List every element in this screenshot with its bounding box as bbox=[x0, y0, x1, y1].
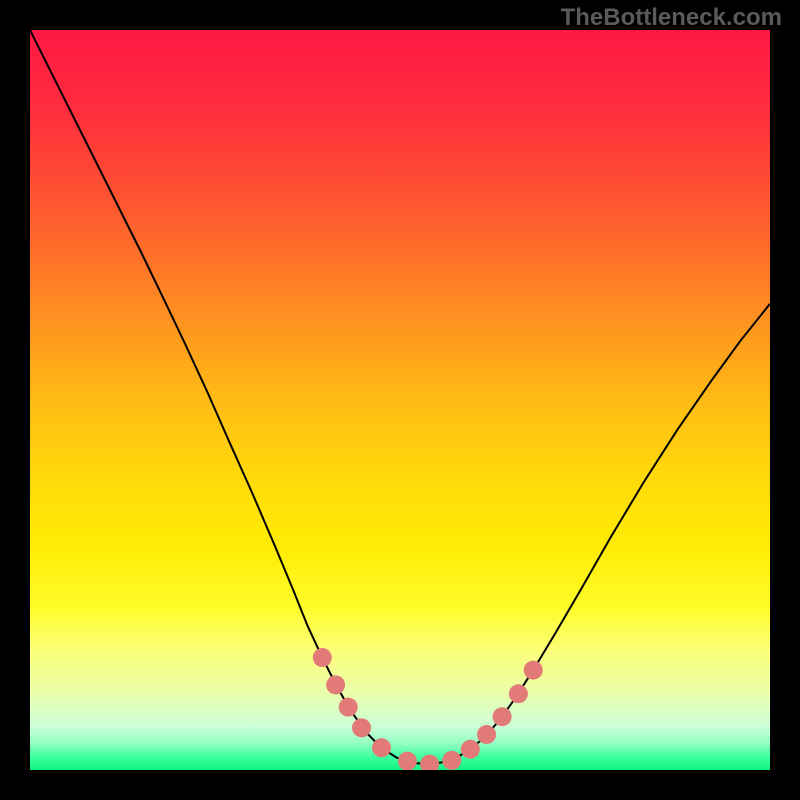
sample-marker bbox=[461, 740, 480, 759]
plot-area bbox=[30, 30, 770, 770]
sample-marker bbox=[524, 661, 543, 680]
sample-marker bbox=[352, 718, 371, 737]
sample-marker bbox=[313, 648, 332, 667]
sample-marker bbox=[372, 738, 391, 757]
sample-marker bbox=[493, 707, 512, 726]
sample-marker bbox=[398, 752, 417, 770]
sample-marker bbox=[477, 725, 496, 744]
sample-marker bbox=[509, 684, 528, 703]
plot-svg bbox=[30, 30, 770, 770]
gradient-background-rect bbox=[30, 30, 770, 770]
watermark-text: TheBottleneck.com bbox=[561, 4, 782, 32]
sample-marker bbox=[339, 698, 358, 717]
figure-canvas: TheBottleneck.com bbox=[0, 0, 800, 800]
sample-marker bbox=[442, 751, 461, 770]
sample-marker bbox=[326, 675, 345, 694]
